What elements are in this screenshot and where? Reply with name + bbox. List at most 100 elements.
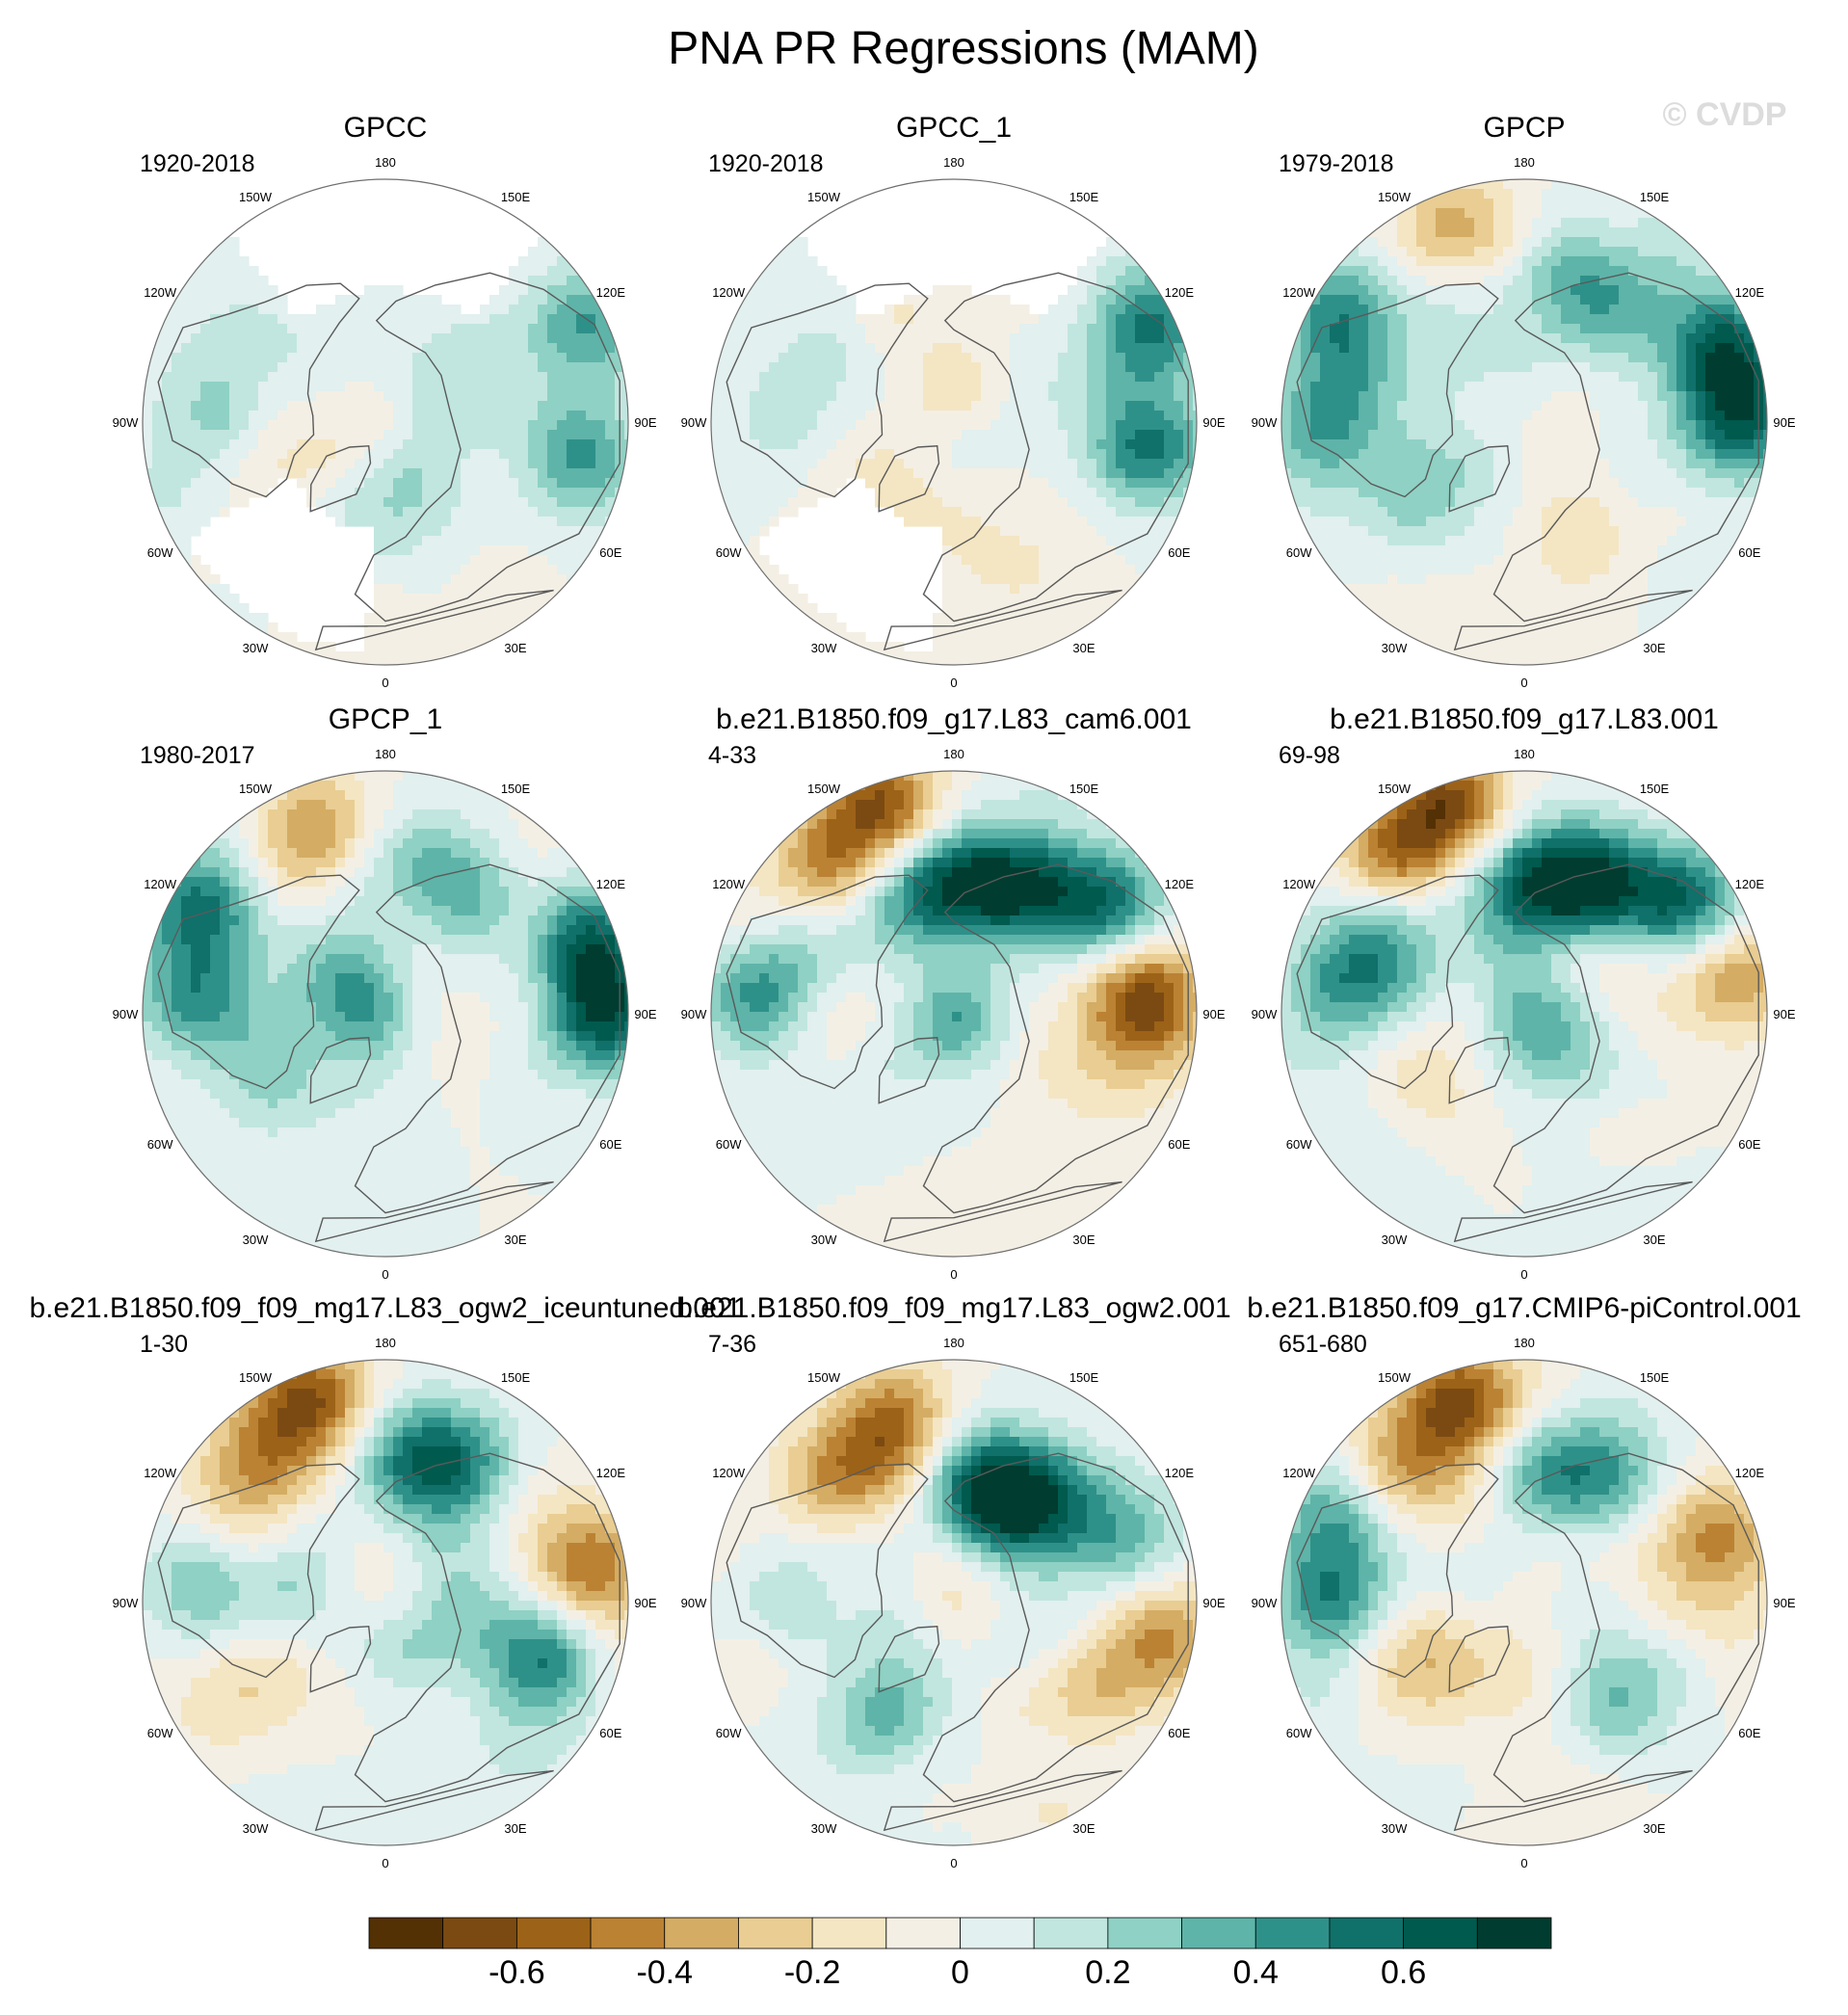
field-cell xyxy=(403,661,413,665)
field-cell xyxy=(942,468,953,479)
field-cell xyxy=(345,488,356,498)
field-cell xyxy=(1164,411,1175,421)
field-cell xyxy=(1039,430,1049,440)
field-cell xyxy=(1310,372,1321,383)
field-cell xyxy=(1359,227,1369,238)
field-cell xyxy=(1154,430,1165,440)
panel-title: GPCC_1 xyxy=(896,112,1012,144)
field-cell xyxy=(403,594,413,604)
field-cell xyxy=(1145,488,1155,498)
field-cell xyxy=(721,478,731,489)
field-cell xyxy=(1330,565,1340,575)
longitude-label: 60E xyxy=(1168,545,1190,560)
field-cell xyxy=(1715,295,1726,305)
field-cell xyxy=(432,439,442,450)
field-cell xyxy=(875,353,885,363)
field-cell xyxy=(432,488,442,498)
field-cell xyxy=(942,623,953,633)
field-cell xyxy=(383,632,394,643)
field-cell xyxy=(1116,497,1126,508)
field-cell xyxy=(1445,401,1456,411)
field-cell xyxy=(1676,420,1687,431)
field-cell xyxy=(1368,305,1379,315)
field-cell xyxy=(1106,497,1117,508)
field-cell xyxy=(461,613,471,623)
field-cell xyxy=(229,468,240,479)
field-cell xyxy=(374,324,384,334)
field-cell xyxy=(1281,372,1292,383)
field-cell xyxy=(817,449,828,460)
field-cell xyxy=(1135,439,1146,450)
field-cell xyxy=(528,584,539,595)
field-cell xyxy=(1310,324,1321,334)
field-cell xyxy=(1686,333,1697,344)
field-cell xyxy=(595,324,606,334)
field-cell xyxy=(779,324,789,334)
field-cell xyxy=(1474,362,1485,373)
field-cell xyxy=(1330,401,1340,411)
field-cell xyxy=(1532,507,1543,517)
field-cell xyxy=(1561,285,1571,296)
field-cell xyxy=(306,372,317,383)
field-cell xyxy=(807,420,818,431)
field-cell xyxy=(1522,536,1533,546)
field-cell xyxy=(624,430,628,440)
field-cell xyxy=(277,353,288,363)
field-cell xyxy=(461,497,471,508)
field-cell xyxy=(1734,526,1745,537)
field-cell xyxy=(1426,237,1437,248)
field-cell xyxy=(1029,545,1040,556)
field-cell xyxy=(1359,420,1369,431)
field-cell xyxy=(1648,497,1658,508)
field-cell xyxy=(1445,497,1456,508)
field-cell xyxy=(335,411,346,421)
field-cell xyxy=(461,517,471,527)
field-cell xyxy=(220,305,230,315)
field-cell xyxy=(788,227,799,238)
field-cell xyxy=(856,391,866,402)
field-cell xyxy=(1154,468,1165,479)
field-cell xyxy=(1725,459,1735,469)
field-cell xyxy=(1503,227,1514,238)
field-cell xyxy=(1436,497,1446,508)
field-cell xyxy=(364,642,375,652)
field-cell xyxy=(1281,439,1292,450)
field-cell xyxy=(1580,314,1591,325)
field-cell xyxy=(364,343,375,354)
field-cell xyxy=(740,343,751,354)
field-cell xyxy=(981,545,991,556)
field-cell xyxy=(1154,497,1165,508)
field-cell xyxy=(441,353,452,363)
field-cell xyxy=(750,468,760,479)
field-cell xyxy=(798,439,808,450)
field-cell xyxy=(1096,420,1107,431)
field-cell xyxy=(220,584,230,595)
field-cell xyxy=(923,507,934,517)
field-cell xyxy=(1077,478,1088,489)
field-cell xyxy=(489,353,500,363)
field-cell xyxy=(1349,247,1360,257)
field-cell xyxy=(1522,314,1533,325)
field-cell xyxy=(1368,411,1379,421)
field-cell xyxy=(441,478,452,489)
field-cell xyxy=(1387,237,1398,248)
field-cell xyxy=(528,333,539,344)
field-cell xyxy=(1561,324,1571,334)
field-cell xyxy=(1493,420,1504,431)
field-cell xyxy=(461,362,471,373)
field-cell xyxy=(1599,468,1610,479)
field-cell xyxy=(152,353,163,363)
field-cell xyxy=(875,642,885,652)
field-cell xyxy=(220,362,230,373)
field-cell xyxy=(1676,459,1687,469)
field-cell xyxy=(1010,545,1020,556)
field-cell xyxy=(1638,488,1649,498)
field-cell xyxy=(1455,574,1465,585)
field-cell xyxy=(229,247,240,257)
field-cell xyxy=(1667,305,1677,315)
field-cell xyxy=(981,353,991,363)
field-cell xyxy=(981,314,991,325)
field-cell xyxy=(846,343,857,354)
field-cell xyxy=(374,420,384,431)
field-cell xyxy=(1301,536,1311,546)
